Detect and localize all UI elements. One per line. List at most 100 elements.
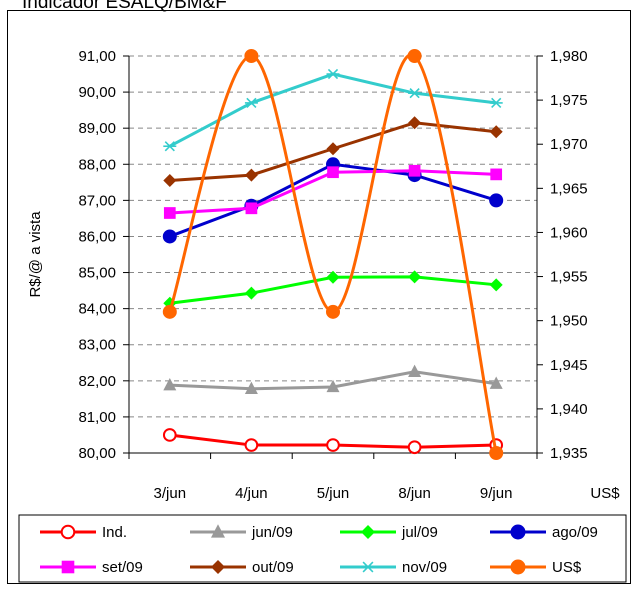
- legend-marker: [211, 560, 225, 574]
- data-point: [327, 166, 339, 179]
- y2-tick-label: 1,935: [550, 445, 588, 462]
- y2-tick-label: 1,945: [550, 357, 588, 374]
- legend-item: US$: [490, 559, 582, 576]
- legend-label: US$: [552, 559, 582, 576]
- legend-marker: [361, 561, 375, 573]
- data-point: [489, 125, 503, 139]
- y-tick-label: 86,00: [78, 228, 116, 245]
- data-point: [407, 440, 422, 455]
- series-line: [168, 53, 498, 454]
- legend-marker: [60, 524, 76, 540]
- legend-marker: [510, 559, 526, 575]
- legend-marker: [211, 524, 225, 538]
- data-point: [326, 379, 340, 393]
- y-tick-label: 90,00: [78, 84, 116, 101]
- data-point: [162, 229, 177, 244]
- legend-item: ago/09: [490, 524, 598, 541]
- series-jun09: [163, 364, 503, 394]
- legend-label: jun/09: [251, 524, 293, 541]
- data-point: [489, 376, 503, 389]
- x-tick-label: 3/jun: [154, 485, 187, 502]
- data-point: [244, 438, 259, 452]
- data-point: [326, 304, 340, 319]
- chart-frame: [7, 10, 631, 584]
- axes: 80,00 81,00 82,00 83,00 84,00 85,00 86,00 87,00…: [27, 48, 620, 502]
- data-point: [244, 286, 258, 300]
- data-point: [244, 97, 258, 109]
- legend-label: jul/09: [401, 524, 438, 541]
- legend-item: jun/09: [190, 524, 293, 541]
- y2-tick-label: 1,965: [550, 180, 588, 197]
- y2-axis-label: US$: [590, 485, 620, 502]
- series-us: [162, 49, 504, 460]
- series-line: [169, 72, 497, 148]
- legend-item: set/09: [40, 559, 143, 576]
- y-tick-label: 88,00: [78, 156, 116, 173]
- data-point: [326, 438, 340, 452]
- data-point: [244, 49, 259, 63]
- data-point: [326, 68, 340, 80]
- legend-label: out/09: [252, 559, 294, 576]
- y2-tick-label: 1,940: [550, 401, 588, 418]
- y-axis-label: R$/@ a vista: [27, 211, 44, 298]
- gridlines: [129, 55, 537, 418]
- series-ind: [162, 428, 504, 455]
- y2-tick-label: 1,950: [550, 313, 588, 330]
- data-point: [163, 377, 177, 391]
- data-point: [245, 202, 258, 215]
- data-point: [326, 270, 340, 284]
- y-tick-label: 91,00: [78, 48, 116, 65]
- chart-title: Indicador ESALQ/BM&F: [22, 0, 227, 13]
- data-point: [490, 168, 503, 181]
- y2-tick-label: 1,975: [550, 92, 588, 109]
- series-jul09: [163, 270, 503, 310]
- legend-item: jul/09: [340, 524, 438, 541]
- series-out09: [163, 116, 503, 188]
- data-point: [163, 141, 177, 152]
- legend-label: nov/09: [402, 559, 447, 576]
- data-point: [408, 88, 422, 99]
- y-tick-label: 85,00: [78, 265, 116, 282]
- legend: Ind. jun/09 jul/09 ago/09 set/09 out/09 nov/09…: [18, 514, 627, 583]
- data-point: [162, 304, 177, 319]
- legend-item: nov/09: [340, 559, 447, 576]
- legend-marker: [61, 560, 75, 574]
- y-tick-label: 89,00: [78, 120, 116, 137]
- legend-marker: [510, 524, 526, 540]
- y-tick-label: 81,00: [78, 409, 116, 426]
- y2-tick-label: 1,955: [550, 269, 588, 286]
- y-tick-label: 84,00: [78, 301, 116, 318]
- data-point: [489, 193, 504, 208]
- y-tick-label: 80,00: [78, 445, 116, 462]
- data-point: [244, 381, 258, 394]
- y-tick-label: 87,00: [78, 192, 116, 209]
- x-tick-label: 8/jun: [398, 485, 431, 502]
- data-point: [489, 278, 503, 292]
- x-tick-label: 5/jun: [317, 485, 350, 502]
- y-tick-label: 83,00: [78, 337, 116, 354]
- legend-marker: [361, 525, 375, 539]
- x-tick-label: 4/jun: [235, 485, 268, 502]
- data-point: [408, 116, 422, 130]
- data-point: [163, 207, 176, 219]
- data-point: [408, 364, 422, 377]
- y2-tick-label: 1,980: [550, 48, 588, 65]
- legend-label: set/09: [102, 559, 143, 576]
- legend-label: Ind.: [102, 524, 127, 541]
- series-set09: [163, 164, 503, 219]
- legend-item: Ind.: [40, 524, 127, 541]
- legend-item: out/09: [190, 559, 294, 576]
- data-point: [408, 164, 421, 177]
- x-tick-label: 9/jun: [480, 485, 513, 502]
- data-point: [408, 270, 422, 284]
- series-layer: [162, 49, 504, 460]
- legend-label: ago/09: [552, 524, 598, 541]
- y-tick-label: 82,00: [78, 373, 116, 390]
- data-point: [326, 142, 340, 156]
- data-point: [244, 168, 258, 182]
- y2-tick-label: 1,970: [550, 136, 588, 153]
- data-point: [407, 49, 422, 63]
- legend-box: [18, 514, 627, 583]
- series-nov09: [163, 68, 503, 152]
